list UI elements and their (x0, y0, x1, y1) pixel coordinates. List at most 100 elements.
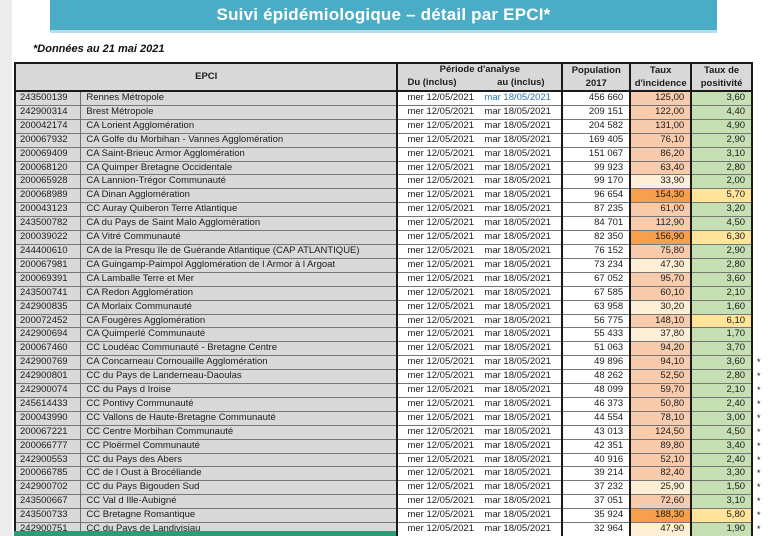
epci-code-cell: 242900074 (14, 383, 82, 398)
epci-code-cell: 200042174 (14, 118, 82, 134)
date-end-cell: mar 18/05/2021 (480, 341, 564, 356)
date-start-cell: mer 12/05/2021 (397, 285, 481, 301)
population-cell: 51 063 (562, 341, 632, 356)
incidence-rate-cell: 112,90 (630, 216, 693, 231)
table-row: 200069409 CA Saint-Brieuc Armor Agglomér… (14, 146, 768, 162)
date-start-cell: mer 12/05/2021 (397, 271, 481, 287)
incidence-rate-cell: 95,70 (630, 271, 693, 287)
epci-name-cell: CC Bretagne Romantique (80, 508, 399, 523)
epci-name-cell: CC de l Oust à Brocéliande (80, 466, 399, 481)
epci-code-cell: 200067221 (14, 424, 82, 440)
positivity-rate-cell: 2,90 (691, 132, 754, 148)
positivity-rate-cell: 2,80 (691, 257, 754, 273)
footnote-asterisk (752, 147, 768, 161)
epci-code-cell: 200067460 (14, 341, 82, 356)
table-row: 242900314 Brest Métropole mer 12/05/2021… (14, 104, 768, 120)
positivity-rate-cell: 3,60 (691, 271, 754, 287)
population-cell: 99 923 (562, 160, 632, 175)
positivity-rate-cell: 2,80 (691, 369, 754, 384)
incidence-rate-cell: 156,90 (630, 230, 693, 245)
table-body: 243500139 Rennes Métropole mer 12/05/202… (14, 90, 768, 536)
footnote-asterisk: * (757, 523, 761, 534)
date-start-cell: mer 12/05/2021 (397, 216, 481, 231)
table-row: 243500782 CA du Pays de Saint Malo Agglo… (14, 216, 768, 231)
date-end-cell: mar 18/05/2021 (480, 424, 564, 440)
incidence-rate-cell: 131,00 (630, 118, 693, 134)
date-end-cell: mar 18/05/2021 (480, 243, 564, 259)
population-cell: 76 152 (562, 243, 632, 259)
table-row: 200039022 CA Vitré Communauté mer 12/05/… (14, 230, 768, 245)
date-end-cell: mar 18/05/2021 (480, 118, 564, 134)
table-row: 200067221 CC Centre Morbihan Communauté … (14, 424, 768, 440)
epci-code-cell: 200039022 (14, 230, 82, 245)
epci-name-cell: CA Lannion-Trégor Communauté (80, 174, 399, 189)
date-start-cell: mer 12/05/2021 (397, 383, 481, 398)
table-row: 242900702 CC du Pays Bigouden Sud mer 12… (14, 480, 768, 495)
date-end-cell: mar 18/05/2021 (480, 271, 564, 287)
table-row: 200066785 CC de l Oust à Brocéliande mer… (14, 466, 768, 481)
table-row: 200043123 CC Auray Quiberon Terre Atlant… (14, 202, 768, 217)
footnote-asterisk: * (757, 357, 761, 368)
incidence-rate-cell: 154,30 (630, 188, 693, 203)
incidence-rate-cell: 50,80 (630, 396, 693, 412)
epci-name-cell: CA Redon Agglomération (80, 285, 399, 301)
page-title-banner: Suivi épidémiologique – détail par EPCI* (50, 0, 717, 33)
date-start-cell: mer 12/05/2021 (397, 160, 481, 175)
footnote-asterisk: * (757, 426, 761, 437)
incidence-rate-cell: 47,30 (630, 257, 693, 273)
epci-code-cell: 243500139 (14, 90, 82, 106)
date-end-cell[interactable]: mar 18/05/2021 (480, 90, 564, 106)
footnote-asterisk (752, 314, 768, 328)
footnote-asterisk: * (757, 496, 761, 507)
population-cell: 209 151 (562, 104, 632, 120)
incidence-rate-cell: 89,80 (630, 438, 693, 454)
table-row: 200067981 CA Guingamp-Paimpol Agglomérat… (14, 257, 768, 273)
incidence-rate-cell: 76,10 (630, 132, 693, 148)
table-row: 200067932 CA Golfe du Morbihan - Vannes … (14, 132, 768, 148)
population-cell: 32 964 (562, 522, 632, 536)
epci-code-cell: 242900694 (14, 327, 82, 342)
footnote-asterisk: * (757, 385, 761, 396)
date-start-cell: mer 12/05/2021 (397, 230, 481, 245)
epci-table: EPCI Période d'analyse Population 2017 T… (13, 62, 768, 536)
population-cell: 63 958 (562, 299, 632, 314)
date-end-cell: mar 18/05/2021 (480, 494, 564, 509)
table-row: 200068989 CA Dinan Agglomération mer 12/… (14, 188, 768, 203)
table-row: 245614433 CC Pontivy Communauté mer 12/0… (14, 396, 768, 412)
date-start-cell: mer 12/05/2021 (397, 466, 481, 481)
positivity-rate-cell: 2,00 (691, 174, 754, 189)
date-end-cell: mar 18/05/2021 (480, 466, 564, 481)
footnote-asterisk (752, 258, 768, 272)
incidence-rate-cell: 60,10 (630, 285, 693, 301)
incidence-rate-cell: 30,20 (630, 299, 693, 314)
footnote-asterisk (752, 217, 768, 231)
date-start-cell: mer 12/05/2021 (397, 508, 481, 523)
incidence-rate-cell: 37,80 (630, 327, 693, 342)
epci-code-cell: 242900314 (14, 104, 82, 120)
epci-code-cell: 242900769 (14, 355, 82, 370)
population-cell: 56 775 (562, 313, 632, 328)
population-cell: 55 433 (562, 327, 632, 342)
footnote-asterisk (752, 91, 768, 105)
incidence-rate-cell: 82,40 (630, 466, 693, 481)
date-end-cell: mar 18/05/2021 (480, 174, 564, 189)
epci-name-cell: CA de la Presqu île de Guérande Atlantiq… (80, 243, 399, 259)
positivity-rate-cell: 3,30 (691, 466, 754, 481)
positivity-rate-cell: 2,10 (691, 383, 754, 398)
epci-name-cell: CA Golfe du Morbihan - Vannes Agglomérat… (80, 132, 399, 148)
date-end-cell: mar 18/05/2021 (480, 369, 564, 384)
positivity-rate-cell: 3,60 (691, 355, 754, 370)
epci-name-cell: CC Auray Quiberon Terre Atlantique (80, 202, 399, 217)
date-end-cell: mar 18/05/2021 (480, 396, 564, 412)
table-row: 200066777 CC Ploërmel Communauté mer 12/… (14, 438, 768, 454)
population-cell: 456 660 (562, 90, 632, 106)
epci-name-cell: CC du Pays d Iroise (80, 383, 399, 398)
epci-code-cell: 200068120 (14, 160, 82, 175)
positivity-rate-cell: 1,60 (691, 299, 754, 314)
positivity-rate-cell: 4,40 (691, 104, 754, 120)
footnote-asterisk (752, 244, 768, 258)
positivity-rate-cell: 3,40 (691, 438, 754, 454)
date-start-cell: mer 12/05/2021 (397, 452, 481, 467)
population-cell: 82 350 (562, 230, 632, 245)
